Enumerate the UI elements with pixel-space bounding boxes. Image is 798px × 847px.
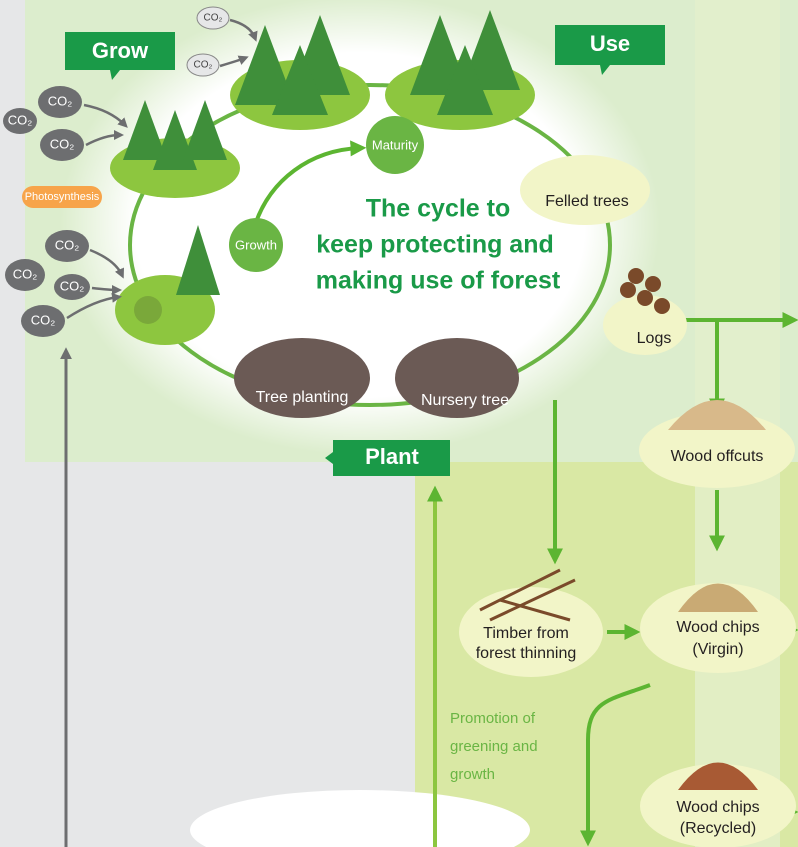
wood-offcuts-label: Wood offcuts [671, 448, 764, 465]
co2-label: CO₂ [194, 60, 213, 71]
cycle-title: keep protecting and [316, 231, 554, 259]
timber-label: Timber from [483, 625, 569, 642]
diagram: Grow Use Plant Photosynthesis Maturity G… [0, 0, 798, 847]
grow-label: Grow [92, 38, 149, 63]
use-label: Use [590, 31, 630, 56]
nursery-tree-label: Nursery tree [421, 392, 509, 409]
felled-trees-patch [520, 155, 650, 225]
felled-trees-label: Felled trees [545, 193, 629, 210]
page: { "labels": {"grow": "Grow", "use": "Use… [0, 0, 798, 847]
plant-label: Plant [365, 444, 419, 469]
logs-label: Logs [637, 330, 672, 347]
tree-planting-label: Tree planting [256, 389, 349, 406]
cycle-title: making use of forest [316, 267, 561, 295]
maturity-label: Maturity [372, 137, 419, 152]
co2-label: CO₂ [8, 112, 33, 127]
cycle-title: The cycle to [366, 195, 511, 223]
promotion-text: Promotion of [450, 710, 536, 727]
co2-label: CO₂ [50, 136, 75, 151]
timber-label: forest thinning [476, 645, 577, 662]
chips-recycled-label: (Recycled) [680, 820, 756, 837]
chips-recycled-label: Wood chips [676, 799, 759, 816]
co2-label: CO₂ [48, 93, 73, 108]
co2-label: CO₂ [13, 266, 38, 281]
co2-label: CO₂ [55, 237, 80, 252]
photosynthesis-label: Photosynthesis [25, 191, 100, 203]
chips-virgin-label: (Virgin) [692, 641, 743, 658]
promotion-text: greening and [450, 738, 538, 755]
co2-label: CO₂ [31, 312, 56, 327]
promotion-text: growth [450, 766, 495, 783]
co2-label: CO₂ [60, 278, 85, 293]
chips-virgin-label: Wood chips [676, 619, 759, 636]
co2-label: CO₂ [204, 13, 223, 24]
growth-label: Growth [235, 237, 277, 252]
